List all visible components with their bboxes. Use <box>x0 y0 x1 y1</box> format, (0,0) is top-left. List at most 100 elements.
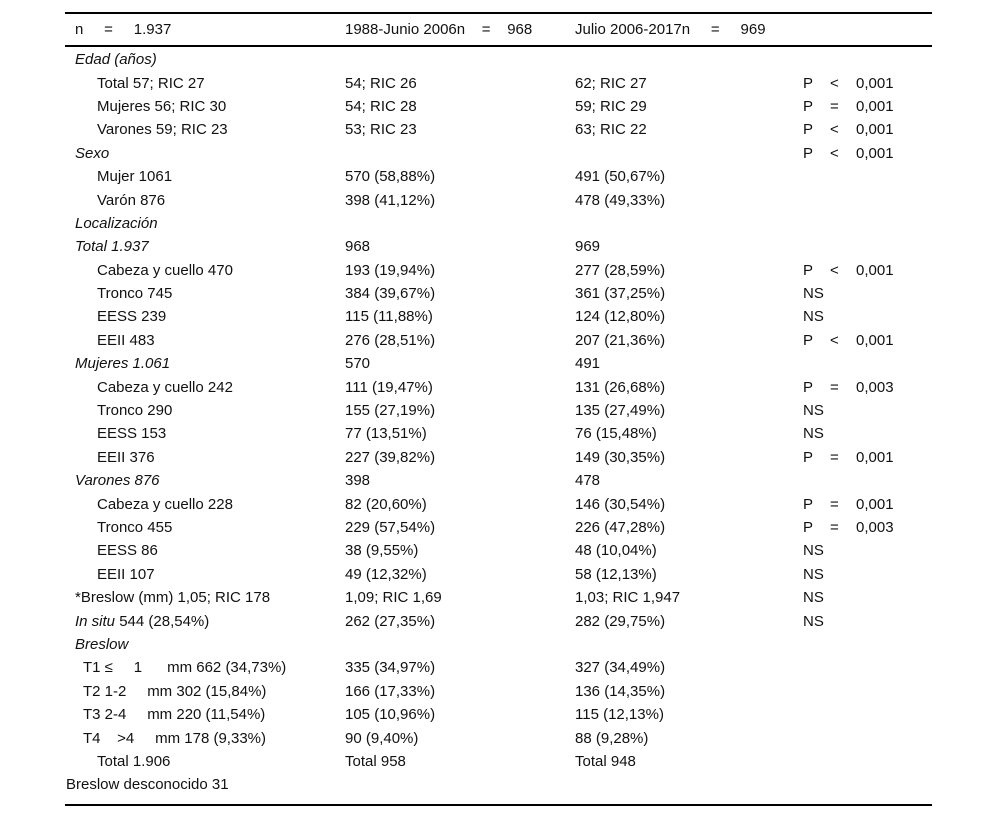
period2-value-cell: 58 (12,13%) <box>575 565 657 583</box>
period2-value-cell: 62; RIC 27 <box>575 74 647 92</box>
period2-value-cell: 88 (9,28%) <box>575 729 649 747</box>
row-label-text: EESS 239 <box>97 308 167 326</box>
table-row: Cabeza y cuello 228 82 (20,60%) 146 (30,… <box>65 492 932 515</box>
pvalue-cell: NS <box>800 402 932 419</box>
table-row: Mujeres 1.061 570 491 <box>65 352 932 375</box>
period2-value-cell: 131 (26,68%) <box>575 378 666 396</box>
row-label-cell: EEII 376 <box>65 449 345 466</box>
clinical-data-table: n = 1.937 1988-Junio 2006n = 968 Julio 2… <box>65 12 932 806</box>
pvalue-cell: NS <box>800 285 932 302</box>
table-row: Total 57; RIC 27 54; RIC 26 62; RIC 27 P… <box>65 71 932 94</box>
table-row: T4 >4 mm 178 (9,33%) 90 (9,40%) 88 (9,28… <box>65 726 932 749</box>
table-row: T1 ≤ 1 mm 662 (34,73%) 335 (34,97%) 327 … <box>65 656 932 679</box>
period1-value-cell: 193 (19,94%) <box>345 261 436 279</box>
pvalue-cell: P < 0,001 <box>800 262 932 279</box>
table-row: Sexo P < 0,001 <box>65 142 932 165</box>
row-label-cell: Varones 876 <box>65 472 345 489</box>
period2-value-cell: 63; RIC 22 <box>575 121 647 139</box>
pvalue-symbol: NS <box>803 308 824 326</box>
period2-value-cell: 491 (50,67%) <box>575 168 666 186</box>
period2-value-cell: 48 (10,04%) <box>575 542 657 560</box>
table-row: Total 1.937 968 969 <box>65 235 932 258</box>
table-row: Varones 59; RIC 23 53; RIC 23 63; RIC 22… <box>65 118 932 141</box>
period2-value-cell: 361 (37,25%) <box>575 285 666 303</box>
period1-value-cell: 1,09; RIC 1,69 <box>345 589 442 607</box>
pvalue-number: 0,001 <box>856 331 894 349</box>
row-label-cell: Total 1.906 <box>65 753 345 770</box>
pvalue-number: 0,001 <box>856 97 894 115</box>
row-label-cell: Cabeza y cuello 228 <box>65 496 345 513</box>
period1-value-cell: 166 (17,33%) <box>345 682 436 700</box>
pvalue-operator: < <box>830 261 839 279</box>
pvalue-symbol: P <box>803 121 814 139</box>
pvalue-cell: P < 0,001 <box>800 145 932 162</box>
pvalue-number: 0,003 <box>856 378 894 396</box>
row-label-text: Tronco 290 <box>97 402 173 420</box>
pvalue-cell: P = 0,003 <box>800 379 932 396</box>
header-total-n: n = 1.937 <box>75 21 172 38</box>
row-label-text: Total 1.906 <box>97 752 171 770</box>
period2-value-cell: 136 (14,35%) <box>575 682 666 700</box>
row-label-cell: EESS 239 <box>65 308 345 325</box>
row-label-cell: Localización <box>65 215 345 232</box>
table-row: Tronco 455 229 (57,54%) 226 (47,28%) P =… <box>65 516 932 539</box>
period2-value-cell: 491 <box>575 355 601 373</box>
header-period-julio-2006-2017: Julio 2006-2017n = 969 <box>575 21 766 38</box>
pvalue-cell: NS <box>800 589 932 606</box>
pvalue-cell: NS <box>800 542 932 559</box>
period1-value-cell: 570 <box>345 355 371 373</box>
row-label-cell: T1 ≤ 1 mm 662 (34,73%) <box>65 659 345 676</box>
row-label-text: Mujeres 56; RIC 30 <box>97 97 227 115</box>
row-label-text: 544 (28,54%) <box>115 612 210 630</box>
row-label-cell: Tronco 745 <box>65 285 345 302</box>
period1-value-cell: 111 (19,47%) <box>345 378 433 396</box>
period2-value-cell: 327 (34,49%) <box>575 659 666 677</box>
row-label-cell: EEII 483 <box>65 332 345 349</box>
pvalue-cell: P < 0,001 <box>800 121 932 138</box>
period2-value-cell: 478 (49,33%) <box>575 191 666 209</box>
pvalue-operator: = <box>830 495 839 513</box>
period1-value-cell: 90 (9,40%) <box>345 729 419 747</box>
period1-value-cell: 227 (39,82%) <box>345 448 436 466</box>
pvalue-operator: < <box>830 121 839 139</box>
period2-value-cell: 277 (28,59%) <box>575 261 666 279</box>
period1-value-cell: 398 (41,12%) <box>345 191 436 209</box>
pvalue-number: 0,001 <box>856 261 894 279</box>
row-label-text: EESS 86 <box>97 542 158 560</box>
row-label-text: EEII 376 <box>97 448 155 466</box>
period1-value-cell: 968 <box>345 238 371 256</box>
pvalue-number: 0,001 <box>856 448 894 466</box>
row-label-cell: T2 1-2 mm 302 (15,84%) <box>65 683 345 700</box>
period1-value-cell: 38 (9,55%) <box>345 542 419 560</box>
pvalue-cell: NS <box>800 566 932 583</box>
pvalue-symbol: NS <box>803 402 824 420</box>
row-label-cell: Total 1.937 <box>65 238 345 255</box>
row-label-cell: Mujeres 1.061 <box>65 355 345 372</box>
row-label-cell: Tronco 455 <box>65 519 345 536</box>
row-label-cell: Breslow desconocido 31 <box>65 776 345 793</box>
pvalue-number: 0,001 <box>856 121 894 139</box>
period1-value-cell: 49 (12,32%) <box>345 565 427 583</box>
period1-value-cell: 262 (27,35%) <box>345 612 436 630</box>
table-row: Cabeza y cuello 470 193 (19,94%) 277 (28… <box>65 259 932 282</box>
pvalue-cell: NS <box>800 425 932 442</box>
row-label-cell: Sexo <box>65 145 345 162</box>
row-label-text: T2 1-2 mm 302 (15,84%) <box>83 682 267 700</box>
period2-value-cell: 149 (30,35%) <box>575 448 666 466</box>
row-label-text: *Breslow (mm) 1,05; RIC 178 <box>75 589 271 607</box>
pvalue-cell: P < 0,001 <box>800 75 932 92</box>
period1-value-cell: 53; RIC 23 <box>345 121 417 139</box>
period2-value-cell: 969 <box>575 238 601 256</box>
pvalue-symbol: P <box>803 97 814 115</box>
row-label-text: EESS 153 <box>97 425 167 443</box>
pvalue-cell: P = 0,001 <box>800 449 932 466</box>
row-label-cell: EESS 86 <box>65 542 345 559</box>
period1-value-cell: 570 (58,88%) <box>345 168 436 186</box>
row-label-text: Breslow desconocido 31 <box>66 776 229 794</box>
row-label-text: Cabeza y cuello 242 <box>97 378 233 396</box>
pvalue-cell: P = 0,001 <box>800 98 932 115</box>
period2-value-cell: 76 (15,48%) <box>575 425 657 443</box>
table-row: EEII 107 49 (12,32%) 58 (12,13%) NS <box>65 563 932 586</box>
period2-value-cell: Total 948 <box>575 752 636 770</box>
